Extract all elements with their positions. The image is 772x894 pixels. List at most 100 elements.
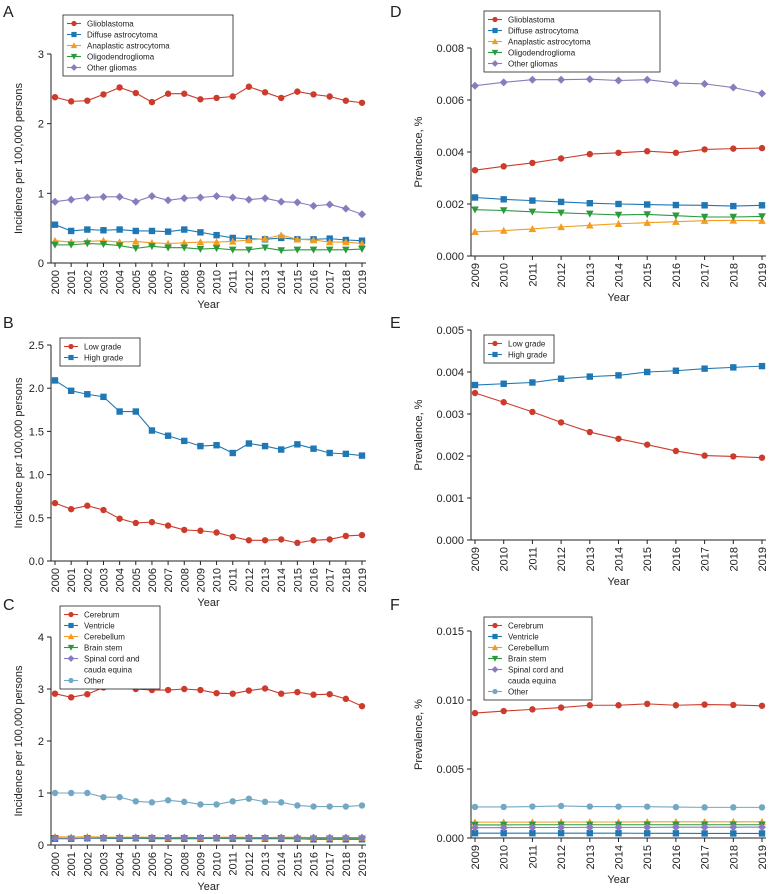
legend-marker — [491, 60, 499, 67]
data-point — [358, 802, 366, 809]
data-point — [51, 789, 59, 797]
data-point — [181, 226, 188, 233]
data-point — [228, 237, 237, 245]
data-point — [342, 450, 350, 458]
series-low-grade — [51, 499, 366, 547]
data-point — [115, 833, 124, 842]
data-point — [342, 532, 350, 540]
x-tick-label: 2017 — [325, 270, 337, 294]
data-point — [164, 797, 172, 804]
data-point — [213, 442, 220, 449]
data-point — [342, 803, 350, 810]
x-tick-label: 2013 — [260, 852, 272, 876]
data-point — [586, 150, 593, 158]
legend-label: Brain stem — [508, 655, 547, 664]
data-point — [148, 98, 156, 106]
x-tick-label: 2010 — [499, 845, 511, 869]
data-point — [672, 803, 680, 811]
x-tick-label: 2009 — [195, 568, 207, 592]
data-point — [278, 536, 285, 543]
data-point — [67, 505, 75, 513]
data-point — [758, 213, 766, 221]
data-point — [261, 89, 269, 96]
data-point — [358, 531, 366, 539]
legend-marker — [68, 677, 74, 684]
data-point — [277, 833, 286, 842]
legend-marker — [70, 42, 78, 49]
y-tick-label: 0 — [38, 258, 44, 270]
data-point — [586, 702, 593, 709]
data-point — [277, 247, 286, 255]
y-tick-label: 1.0 — [29, 470, 44, 482]
x-tick-label: 2009 — [470, 547, 482, 571]
y-axis-title: Prevalence, % — [413, 399, 425, 470]
y-tick-label: 1 — [38, 188, 44, 200]
legend-box — [483, 334, 555, 364]
legend-marker — [68, 354, 74, 361]
x-tick-label: 2015 — [292, 852, 304, 876]
data-point — [730, 202, 737, 210]
data-point — [644, 803, 651, 810]
data-point — [672, 212, 680, 220]
data-point — [358, 833, 366, 842]
x-tick-label: 2004 — [115, 568, 127, 592]
data-point — [51, 377, 59, 384]
x-tick-label: 2016 — [309, 568, 321, 592]
data-point — [557, 155, 565, 162]
data-point — [245, 236, 253, 244]
data-point — [51, 93, 59, 101]
legend-marker — [70, 64, 78, 71]
data-point — [131, 197, 140, 206]
x-tick-label: 2010 — [499, 263, 511, 287]
x-tick-label: 2013 — [585, 547, 597, 571]
legend-marker — [68, 622, 74, 629]
panel-letter: E — [390, 315, 401, 332]
legend-label: Cerebellum — [508, 644, 549, 653]
data-point — [342, 695, 350, 703]
y-tick-label: 0.015 — [436, 626, 464, 638]
data-point — [116, 408, 123, 415]
x-tick-label: 2018 — [728, 845, 740, 869]
x-tick-label: 2012 — [244, 568, 256, 592]
data-point — [245, 246, 253, 254]
data-point — [325, 246, 334, 254]
panel-letter: C — [3, 597, 15, 614]
data-point — [83, 834, 92, 843]
data-point — [701, 701, 708, 708]
y-tick-label: 0.008 — [436, 43, 464, 55]
series-anaplastic-astrocytoma — [471, 216, 766, 236]
x-tick-label: 2019 — [357, 568, 369, 592]
data-point — [729, 823, 738, 832]
data-point — [758, 362, 766, 370]
x-tick-label: 2006 — [147, 568, 159, 592]
legend-marker — [67, 655, 75, 662]
data-point — [557, 198, 565, 206]
data-point — [358, 245, 366, 253]
data-point — [500, 399, 507, 406]
data-point — [644, 368, 651, 376]
data-point — [585, 823, 594, 832]
legend-label: Anaplastic astrocytoma — [508, 38, 591, 47]
data-point — [67, 387, 75, 394]
legend: Cerebrum Ventricle Cerebellum Brain stem Spi… — [483, 616, 593, 701]
data-point — [500, 163, 507, 170]
data-point — [729, 213, 738, 221]
data-point — [529, 197, 536, 204]
legend: Glioblastoma Diffuse astrocytoma Anaplasti… — [483, 10, 661, 73]
x-tick-label: 2011 — [228, 852, 240, 876]
data-point — [51, 221, 59, 228]
legend-label: Diffuse astrocytoma — [87, 31, 158, 40]
data-point — [213, 529, 220, 536]
data-point — [309, 246, 318, 254]
x-tick-label: 2000 — [50, 568, 62, 592]
y-tick-label: 0.5 — [29, 513, 44, 525]
legend-marker — [491, 49, 499, 56]
x-tick-label: 2017 — [325, 852, 337, 876]
data-point — [557, 209, 565, 217]
data-point — [197, 96, 204, 103]
legend-marker — [71, 31, 77, 38]
data-point — [100, 91, 107, 98]
data-point — [310, 803, 317, 810]
data-point — [672, 702, 680, 709]
data-point — [557, 223, 565, 231]
